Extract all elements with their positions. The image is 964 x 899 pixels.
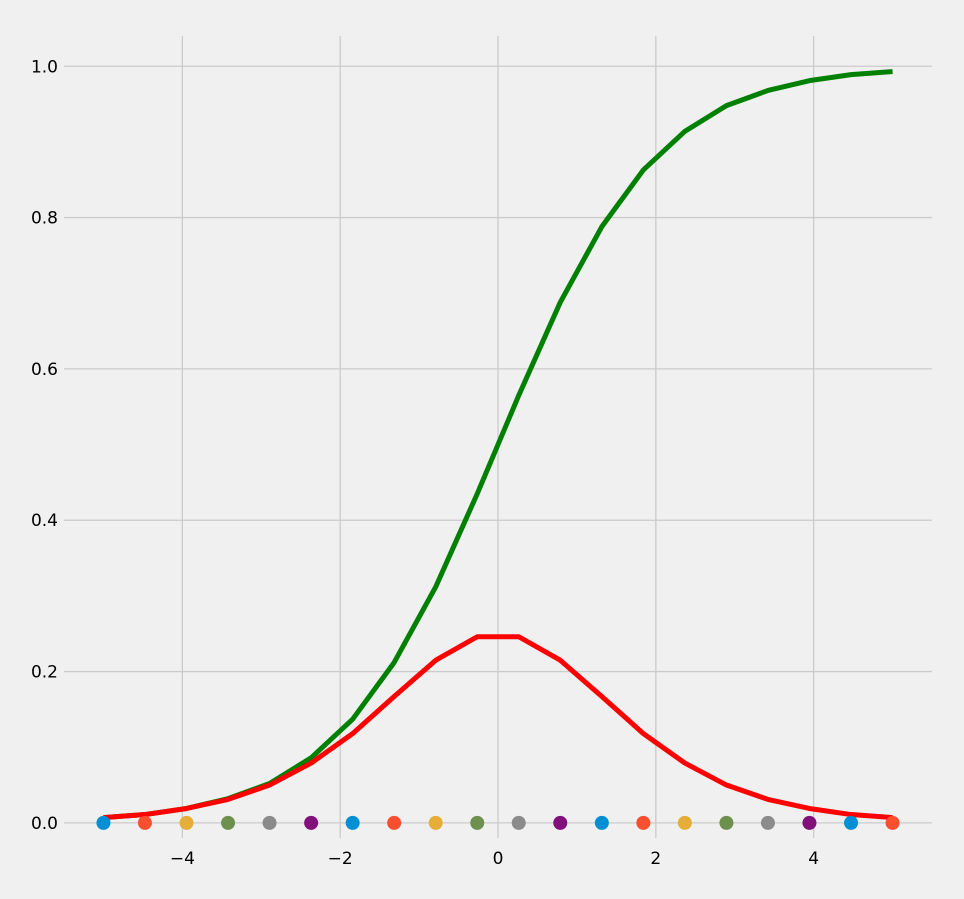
data-point [636, 815, 651, 830]
data-point [802, 815, 817, 830]
data-point [262, 815, 277, 830]
series-layer [103, 69, 893, 821]
x-tick-label: 2 [650, 849, 661, 869]
data-point [428, 815, 443, 830]
data-point [885, 815, 900, 830]
data-point [137, 815, 152, 830]
x-tick-label: −4 [170, 849, 195, 869]
data-point [719, 815, 734, 830]
data-point [304, 815, 319, 830]
data-point [221, 815, 236, 830]
data-point [470, 815, 485, 830]
data-point [387, 815, 402, 830]
data-point [345, 815, 360, 830]
data-point [677, 815, 692, 830]
data-point [760, 815, 775, 830]
data-point [511, 815, 526, 830]
y-tick-label: 0.6 [31, 360, 58, 380]
data-point [179, 815, 194, 830]
data-point [96, 815, 111, 830]
y-tick-label: 0.8 [31, 209, 58, 229]
y-tick-label: 1.0 [31, 57, 58, 77]
x-tick-label: 0 [493, 849, 504, 869]
data-point [594, 815, 609, 830]
points-layer [96, 815, 900, 830]
y-tick-label: 0.4 [31, 511, 58, 531]
x-tick-label: −2 [328, 849, 353, 869]
x-tick-label: 4 [808, 849, 819, 869]
series-line-2 [103, 634, 893, 821]
grid [64, 36, 932, 838]
x-axis-ticks: −4 −2 0 2 4 [170, 849, 819, 869]
y-axis-ticks: 0.0 0.2 0.4 0.6 0.8 1.0 [31, 57, 58, 834]
data-point [844, 815, 859, 830]
y-tick-label: 0.0 [31, 814, 58, 834]
y-tick-label: 0.2 [31, 663, 58, 683]
data-point [553, 815, 568, 830]
